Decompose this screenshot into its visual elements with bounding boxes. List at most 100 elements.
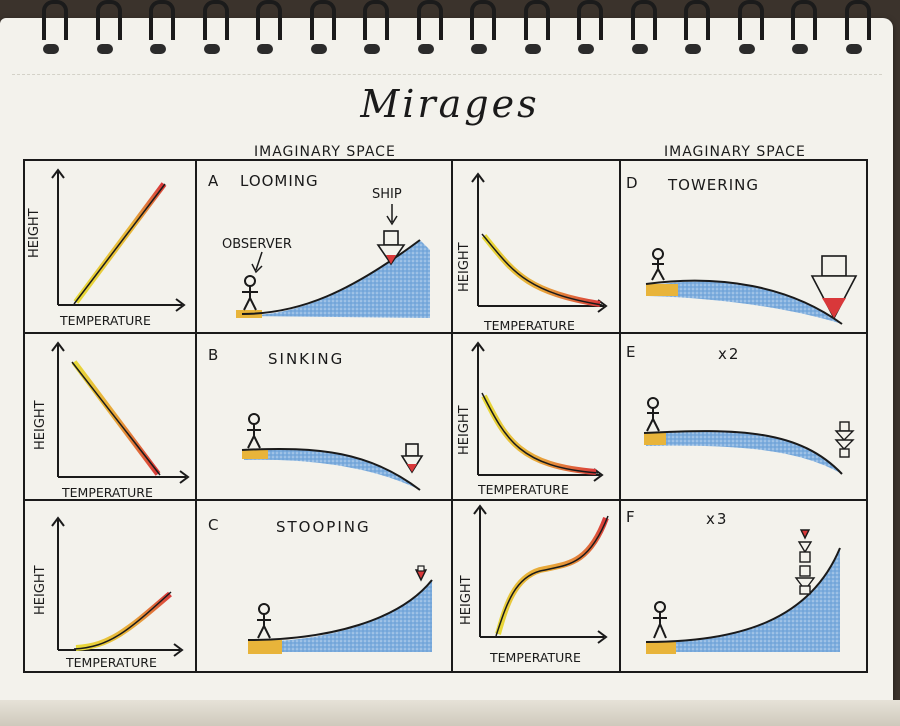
x-axis-arrow bbox=[58, 298, 186, 312]
panel-name: STOOPING bbox=[276, 518, 371, 536]
observer-figure bbox=[651, 248, 665, 281]
spiral-coil bbox=[94, 0, 122, 58]
spiral-coil bbox=[682, 0, 710, 58]
y-axis-label: HEIGHT bbox=[459, 575, 474, 625]
panel-name: SINKING bbox=[268, 350, 344, 368]
panel-towering: D TOWERING bbox=[626, 174, 858, 325]
panel-triple-image: F x3 bbox=[626, 508, 841, 654]
air-layer-shading bbox=[238, 240, 430, 318]
air-layer-shading bbox=[248, 580, 432, 652]
temperature-profile bbox=[481, 234, 601, 307]
x-axis-label: TEMPERATURE bbox=[483, 318, 575, 333]
y-axis-label: HEIGHT bbox=[33, 400, 48, 450]
panel-name: TOWERING bbox=[667, 176, 759, 194]
observer-pointer bbox=[251, 251, 263, 274]
graph-double-image: HEIGHT TEMPERATURE bbox=[457, 341, 604, 497]
spiral-coil bbox=[468, 0, 496, 58]
y-axis-arrow bbox=[471, 341, 485, 475]
x-axis-label: TEMPERATURE bbox=[65, 655, 157, 670]
page-title: Mirages bbox=[360, 82, 540, 126]
panel-name: LOOMING bbox=[240, 172, 319, 190]
warm-ground bbox=[248, 640, 282, 654]
sketchbook-page bbox=[0, 18, 893, 722]
spiral-coil bbox=[147, 0, 175, 58]
graph-towering: HEIGHT TEMPERATURE bbox=[457, 172, 608, 333]
towering-ship-icon bbox=[810, 255, 858, 320]
spiral-coil bbox=[736, 0, 764, 58]
x-axis-arrow bbox=[58, 470, 190, 484]
air-layer-shading bbox=[646, 550, 840, 652]
spiral-coil bbox=[575, 0, 603, 58]
warm-ground bbox=[646, 284, 678, 296]
header-imaginary-space-right: IMAGINARY SPACE bbox=[664, 144, 806, 160]
panel-sinking: B SINKING bbox=[208, 346, 424, 491]
warm-ground bbox=[242, 450, 268, 459]
perforation-line bbox=[12, 74, 882, 75]
grid-lines bbox=[23, 159, 868, 673]
air-layer-shading bbox=[648, 281, 842, 324]
graph-stooping: HEIGHT TEMPERATURE bbox=[33, 516, 184, 670]
spiral-coil bbox=[40, 0, 68, 58]
y-axis-arrow bbox=[471, 172, 485, 306]
x-axis-label: TEMPERATURE bbox=[59, 313, 151, 328]
panel-letter: D bbox=[626, 174, 638, 192]
y-axis-arrow bbox=[473, 504, 487, 637]
ship-image-icon bbox=[376, 230, 406, 266]
warm-ground bbox=[646, 642, 676, 654]
x-axis-label: TEMPERATURE bbox=[61, 485, 153, 500]
spiral-coil bbox=[789, 0, 817, 58]
ship-label: SHIP bbox=[372, 187, 402, 202]
profile-line bbox=[71, 361, 161, 476]
spiral-coil bbox=[522, 0, 550, 58]
panel-double-image: E x2 bbox=[626, 343, 855, 475]
profile-line bbox=[73, 591, 172, 650]
profile-line bbox=[73, 183, 166, 305]
y-axis-label: HEIGHT bbox=[457, 405, 472, 455]
page-stack-edge bbox=[0, 700, 900, 726]
y-axis-label: HEIGHT bbox=[27, 208, 42, 258]
triple-ship-icon bbox=[794, 529, 816, 595]
graph-looming: HEIGHT TEMPERATURE bbox=[27, 168, 186, 328]
observer-figure bbox=[257, 603, 271, 639]
spiral-coil bbox=[843, 0, 871, 58]
header-imaginary-space-left: IMAGINARY SPACE bbox=[254, 144, 396, 160]
air-layer-shading bbox=[646, 431, 842, 474]
profile-line bbox=[495, 515, 609, 637]
panel-letter: C bbox=[208, 516, 218, 534]
ray-curve bbox=[645, 279, 843, 325]
temperature-profile bbox=[495, 516, 609, 635]
temperature-profile bbox=[75, 591, 172, 651]
x-axis-arrow bbox=[480, 630, 608, 644]
y-axis-arrow bbox=[51, 168, 65, 305]
panel-letter: F bbox=[626, 508, 635, 526]
profile-line bbox=[481, 233, 603, 306]
air-layer-shading bbox=[244, 448, 420, 490]
spiral-coil bbox=[415, 0, 443, 58]
observer-figure bbox=[247, 413, 261, 449]
panel-name: x3 bbox=[706, 510, 728, 528]
spiral-coil bbox=[254, 0, 282, 58]
observer-figure bbox=[646, 397, 660, 432]
ray-curve bbox=[241, 447, 421, 491]
panel-looming: A LOOMING OBSERVER SHIP bbox=[208, 172, 430, 318]
spiral-coil bbox=[361, 0, 389, 58]
profile-line bbox=[481, 392, 599, 474]
spiral-coil bbox=[308, 0, 336, 58]
spiral-coil bbox=[201, 0, 229, 58]
panel-letter: A bbox=[208, 172, 219, 190]
observer-figure bbox=[653, 601, 667, 639]
x-axis-label: TEMPERATURE bbox=[477, 482, 569, 497]
double-ship-icon bbox=[834, 421, 855, 458]
y-axis-label: HEIGHT bbox=[33, 565, 48, 615]
y-axis-arrow bbox=[51, 516, 65, 650]
x-axis-arrow bbox=[478, 299, 608, 313]
observer-figure bbox=[242, 275, 258, 311]
x-axis-label: TEMPERATURE bbox=[489, 650, 581, 665]
warm-ground bbox=[644, 433, 666, 445]
ray-curve bbox=[247, 579, 433, 641]
graph-sinking: HEIGHT TEMPERATURE bbox=[33, 341, 190, 500]
spiral-coil bbox=[629, 0, 657, 58]
y-axis-label: HEIGHT bbox=[457, 242, 472, 292]
x-axis-arrow bbox=[478, 468, 604, 482]
